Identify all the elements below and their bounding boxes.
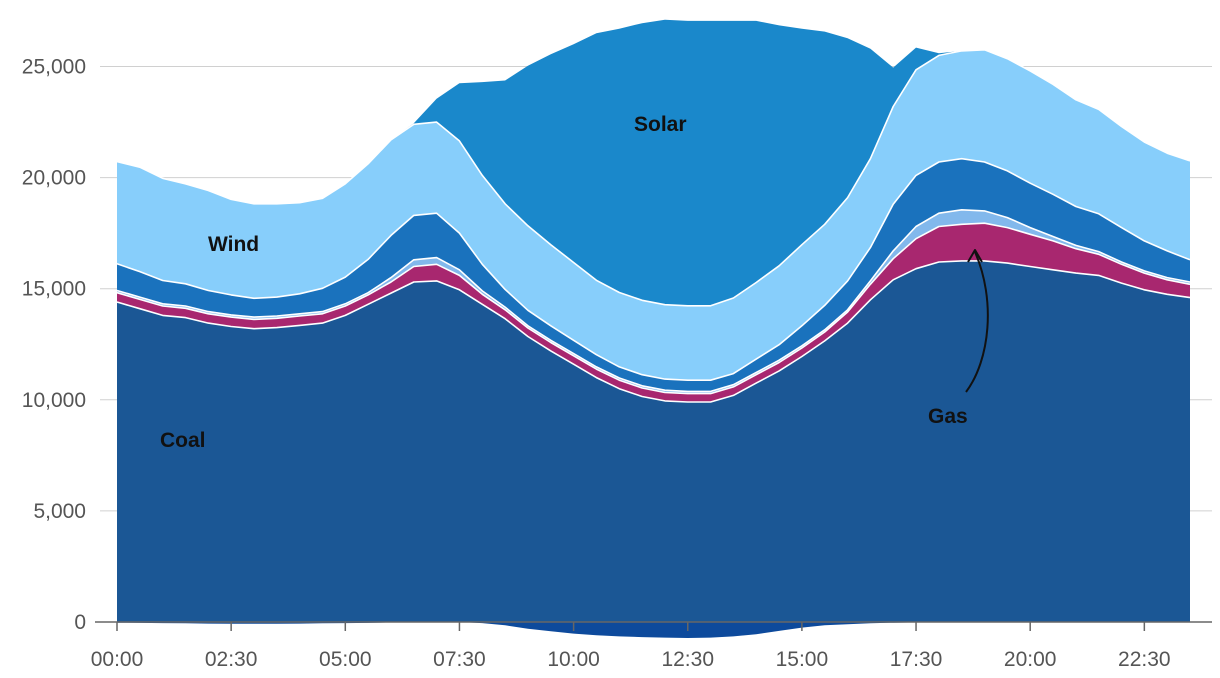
area-coal	[117, 260, 1190, 622]
x-tick-label: 15:00	[776, 648, 829, 671]
area-solar	[117, 19, 1190, 306]
separator-line	[116, 49, 1191, 307]
y-tick-label: 20,000	[22, 167, 86, 190]
separator-line	[116, 209, 1191, 393]
y-tick-label: 10,000	[22, 389, 86, 412]
series-label-solar: Solar	[634, 113, 687, 136]
x-tick-label: 00:00	[91, 648, 144, 671]
gas-annotation-arrow	[965, 251, 989, 393]
area-wind	[117, 49, 1190, 381]
y-tick-label: 25,000	[22, 56, 86, 79]
series-label-wind: Wind	[208, 233, 259, 256]
x-tick-label: 20:00	[1004, 648, 1057, 671]
y-tick-label: 5,000	[33, 500, 86, 523]
x-tick-label: 07:30	[433, 648, 486, 671]
separator-line	[116, 157, 1191, 381]
series-label-coal: Coal	[160, 429, 206, 452]
x-tick-label: 02:30	[205, 648, 258, 671]
arrow-head-icon	[967, 249, 983, 263]
area-hydro	[117, 158, 1190, 392]
x-axis: 00:00 02:30 05:00 07:30 10:00 12:30 15:00 17:30…	[91, 621, 1212, 671]
y-axis: 0 5,000 10,000 15,000 20,000 25,000	[22, 56, 86, 635]
area-gas	[117, 223, 1190, 402]
separator-line	[116, 260, 1191, 403]
annotations: Coal Wind Solar Gas	[160, 113, 989, 452]
x-tick-label: 05:00	[319, 648, 372, 671]
x-tick-label: 17:30	[890, 648, 943, 671]
x-tick-label: 10:00	[547, 648, 600, 671]
y-tick-label: 0	[74, 611, 86, 634]
area-below-zero	[117, 622, 1190, 638]
y-tick-label: 15,000	[22, 278, 86, 301]
stacked-areas	[116, 19, 1191, 638]
series-label-gas: Gas	[928, 405, 968, 428]
x-tick-label: 22:30	[1118, 648, 1171, 671]
separator-line	[116, 222, 1191, 395]
x-tick-label: 12:30	[661, 648, 714, 671]
